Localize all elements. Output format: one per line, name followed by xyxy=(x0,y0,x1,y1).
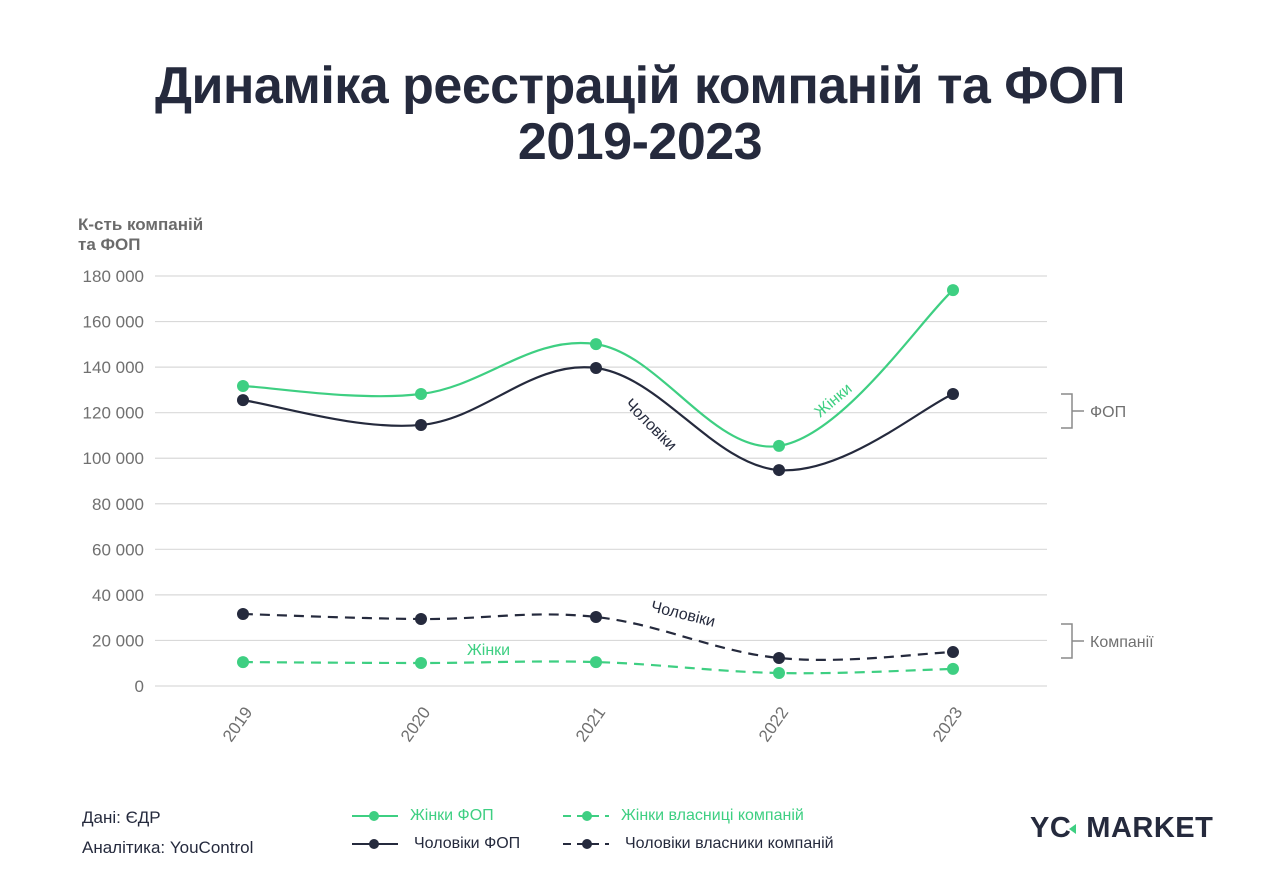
fop-group-label: ФОП xyxy=(1090,404,1126,421)
series-solid xyxy=(237,362,959,477)
legend-label: Жінки ФОП xyxy=(410,807,494,824)
yc-market-logo: YC MARKET xyxy=(1030,812,1213,845)
data-point xyxy=(415,418,427,431)
x-tick-label: 2020 xyxy=(397,703,434,745)
series-solid xyxy=(237,284,959,452)
data-point xyxy=(415,613,427,626)
legend-item-women-companies: Жінки власниці компаній xyxy=(563,802,834,830)
group-brackets: ФОП Компанії xyxy=(1061,393,1154,659)
companies-group-label: Компанії xyxy=(1090,634,1154,651)
data-point xyxy=(773,464,785,477)
legend-item-men-fop: Чоловіки ФОП xyxy=(352,830,520,858)
logo-accent-icon xyxy=(1069,823,1077,834)
y-axis-label: К-сть компаній та ФОП xyxy=(78,215,278,255)
chart-title-line2: 2019-2023 xyxy=(517,113,763,171)
fop-bracket-icon xyxy=(1061,393,1084,429)
legend-label: Чоловіки власники компаній xyxy=(625,835,834,852)
x-tick-label: 2023 xyxy=(929,703,966,745)
series-dashed xyxy=(237,608,959,664)
fop-men-annotation: Чоловіки xyxy=(621,396,679,454)
data-point xyxy=(590,362,602,375)
series-line xyxy=(242,289,954,448)
fop-women-annotation: Жінки xyxy=(812,380,856,421)
y-tick-label: 100 000 xyxy=(83,449,144,468)
y-axis-label-line2: та ФОП xyxy=(78,235,141,254)
series-line xyxy=(242,612,954,662)
solid-line-dot-icon xyxy=(352,839,398,849)
data-point xyxy=(415,656,427,669)
y-tick-label: 80 000 xyxy=(92,495,144,514)
legend-companies: Жінки власниці компаній Чоловіки власник… xyxy=(563,802,834,858)
data-point xyxy=(590,610,602,623)
data-point xyxy=(773,651,785,664)
data-point xyxy=(590,656,602,669)
data-point xyxy=(947,662,959,675)
data-point xyxy=(947,284,959,297)
series-lines xyxy=(237,284,959,680)
legend-item-men-companies: Чоловіки власники компаній xyxy=(563,830,834,858)
chart-title-line1: Динаміка реєстрацій компаній та ФОП xyxy=(155,57,1125,115)
footer-credits: Дані: ЄДР Аналітика: YouControl xyxy=(82,803,253,863)
legend-fop: Жінки ФОП Чоловіки ФОП xyxy=(352,802,520,858)
data-point xyxy=(415,387,427,400)
x-tick-label: 2019 xyxy=(219,703,256,745)
series-line xyxy=(242,660,954,675)
data-point xyxy=(237,656,249,669)
legend-label: Чоловіки ФОП xyxy=(414,835,521,852)
data-point xyxy=(773,439,785,452)
x-tick-label: 2022 xyxy=(755,703,792,745)
y-tick-label: 140 000 xyxy=(83,358,144,377)
chart-title: Динаміка реєстрацій компаній та ФОП 2019… xyxy=(0,58,1280,170)
data-point xyxy=(947,387,959,400)
y-axis-ticks: 0 20 000 40 000 60 000 80 000 100 000 120 000 1… xyxy=(83,267,144,696)
legend-item-women-fop: Жінки ФОП xyxy=(352,802,520,830)
y-tick-label: 180 000 xyxy=(83,267,144,286)
data-point xyxy=(590,338,602,351)
y-tick-label: 40 000 xyxy=(92,586,144,605)
series-dashed xyxy=(237,656,959,680)
logo-market: MARKET xyxy=(1086,812,1214,844)
analytics-credit: Аналітика: YouControl xyxy=(82,838,254,857)
data-point xyxy=(237,394,249,407)
companies-women-annotation: Жінки xyxy=(467,642,510,659)
logo-yc: YC xyxy=(1030,812,1072,844)
dashed-line-dot-icon xyxy=(563,811,609,821)
x-axis-ticks: 2019 2020 2021 2022 2023 xyxy=(219,703,966,745)
data-point xyxy=(773,667,785,680)
data-point xyxy=(947,646,959,659)
gridlines xyxy=(155,275,1047,687)
dashed-line-dot-icon xyxy=(563,839,609,849)
data-point xyxy=(237,608,249,621)
x-tick-label: 2021 xyxy=(572,703,609,745)
legend-label: Жінки власниці компаній xyxy=(621,807,804,824)
companies-men-annotation: Чоловіки xyxy=(649,598,717,630)
y-tick-label: 20 000 xyxy=(92,631,144,650)
data-point xyxy=(237,380,249,393)
solid-line-dot-icon xyxy=(352,811,398,821)
y-tick-label: 0 xyxy=(135,677,144,696)
y-tick-label: 60 000 xyxy=(92,540,144,559)
y-tick-label: 160 000 xyxy=(83,313,144,332)
line-annotations: Жінки Чоловіки Жінки Чоловіки xyxy=(467,380,856,659)
data-source: Дані: ЄДР xyxy=(82,808,161,827)
y-tick-label: 120 000 xyxy=(83,404,144,423)
y-axis-label-line1: К-сть компаній xyxy=(78,215,204,234)
companies-bracket-icon xyxy=(1061,623,1084,659)
